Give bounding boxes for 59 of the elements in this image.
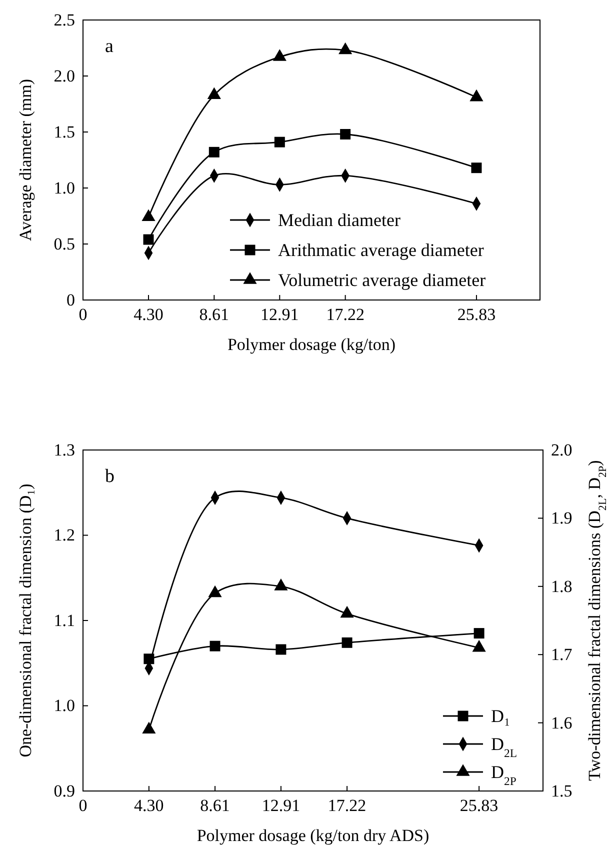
y-tick-label: 1.0 [54,696,75,716]
y-tick-label: 2.0 [54,66,75,86]
point [471,162,482,174]
y2-tick-label: 1.5 [551,781,572,800]
y-tick-label: 0.9 [54,781,75,800]
x-tick-label: 8.61 [200,796,230,816]
point [340,128,351,140]
point [338,42,352,54]
point [276,644,286,655]
legend-label: D$_{2P}$ [491,762,517,788]
y2-tick-label: 1.7 [551,645,573,664]
point [342,637,352,648]
point [274,578,288,590]
x-tick-label: 4.30 [134,796,164,816]
point [142,722,156,734]
point [207,87,221,99]
point [472,640,486,652]
y-tick-label: 0.5 [54,234,75,254]
x-tick-label: 4.30 [134,305,164,324]
y-tick-label: 1.0 [54,178,75,198]
x-tick-label: 17.22 [326,305,364,324]
x-tick-label: 25.83 [457,305,496,324]
x-tick-label: 0 [78,796,88,816]
y-tick-label: 2.5 [54,10,75,30]
y2-tick-label: 1.9 [551,508,572,528]
x-tick-label: 12.91 [260,305,299,324]
x-tick-label: 17.22 [328,796,366,816]
legend-label: D₁ [491,706,510,726]
x-tick-label: 8.61 [199,305,230,324]
point [272,49,286,61]
point [143,234,154,245]
y2-tick-label: 2.0 [551,440,572,460]
y-tick-label: 1.5 [54,122,75,142]
point [208,146,220,158]
x-tick-label: 25.83 [460,796,498,816]
x-axis-title: Polymer dosage (kg/ton dry ADS) [196,826,430,845]
point [474,628,484,639]
point [208,585,222,598]
y2-tick-label: 1.8 [551,576,572,596]
legend-label: Volumetric average diameter [278,270,486,290]
y-tick-label: 1.1 [54,610,75,630]
x-tick-label: 12.91 [262,796,300,816]
point [210,640,220,652]
legend-label: Arithmatic average diameter [278,240,484,260]
y-tick-label: 1.2 [54,526,75,545]
x-axis-title: Polymer dosage (kg/ton) [227,335,396,354]
y2-tick-label: 1.6 [551,713,572,732]
legend-label: Median diameter [278,210,400,230]
annotation: b [105,466,114,487]
y-tick-label: 0 [66,290,75,310]
point [340,606,354,618]
x-tick-label: 0 [78,305,88,324]
annotation: a [105,36,114,57]
point [274,136,285,148]
point [470,89,484,102]
legend-label: D$_{2L}$ [491,734,517,760]
y-axis-title: One-dimensional fractal dimension (D₁) [16,484,35,758]
y-tick-label: 1.3 [54,440,75,460]
y-axis-title: Average diameter (mm) [16,78,35,242]
